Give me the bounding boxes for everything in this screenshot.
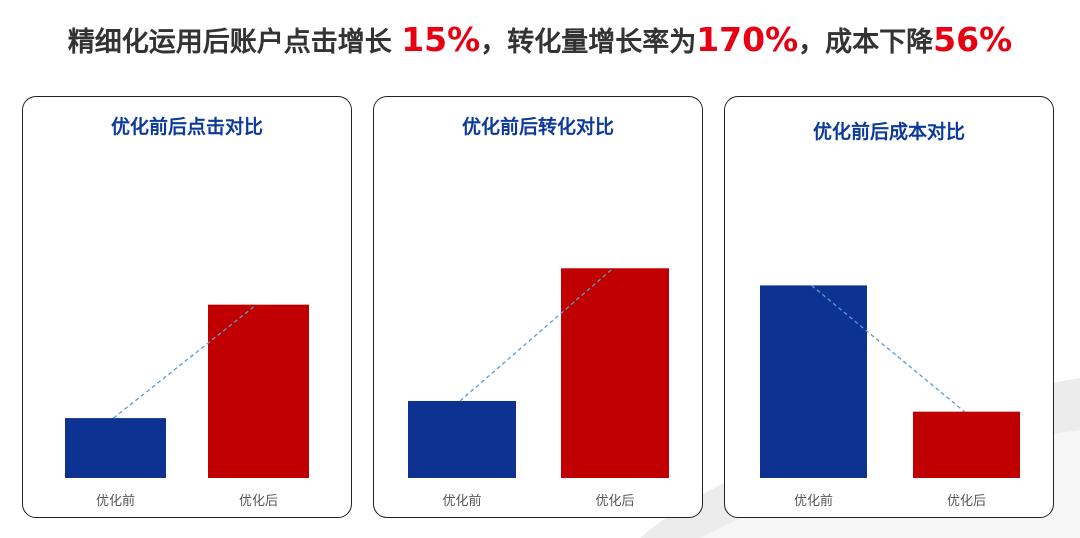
bar-before — [408, 400, 516, 478]
headline-text-2: ，转化量增长率为 — [480, 27, 697, 58]
chart-clicks: 优化前 优化后 — [65, 304, 309, 509]
headline-click-growth: 15% — [401, 20, 481, 59]
headline-conversion-growth: 170% — [696, 20, 799, 59]
category-label: 优化后 — [595, 494, 634, 509]
headline: 精细化运用后账户点击增长 15%，转化量增长率为170%，成本下降56% — [0, 20, 1080, 59]
bar-before — [760, 285, 867, 478]
category-label: 优化前 — [96, 493, 135, 509]
chart-card-cost: 优化前后成本对比 优化前 优化后 — [724, 96, 1054, 518]
trend-line — [811, 284, 965, 413]
trend-line — [459, 267, 614, 402]
bar-before — [65, 418, 166, 478]
chart-title-cost: 优化前后成本对比 — [812, 121, 965, 143]
chart-conversions: 优化前 优化后 — [408, 267, 669, 509]
chart-card-conversions: 优化前后转化对比 优化前 优化后 — [373, 96, 703, 518]
category-label: 优化前 — [442, 493, 481, 509]
headline-text-3: ，成本下降 — [798, 27, 934, 58]
bar-after — [913, 411, 1020, 478]
chart-cost: 优化前 优化后 — [760, 284, 1020, 509]
category-label: 优化前 — [794, 493, 833, 509]
category-label: 优化后 — [947, 494, 986, 509]
headline-cost-drop: 56% — [933, 20, 1013, 59]
chart-title-conversions: 优化前后转化对比 — [461, 116, 614, 138]
bar-after — [208, 304, 309, 478]
chart-card-clicks: 优化前后点击对比 优化前 优化后 — [22, 96, 352, 518]
category-label: 优化后 — [239, 494, 278, 509]
chart-title-clicks: 优化前后点击对比 — [110, 116, 263, 138]
trend-line — [113, 304, 257, 419]
headline-text-1: 精细化运用后账户点击增长 — [67, 27, 402, 58]
bar-after — [561, 268, 669, 478]
